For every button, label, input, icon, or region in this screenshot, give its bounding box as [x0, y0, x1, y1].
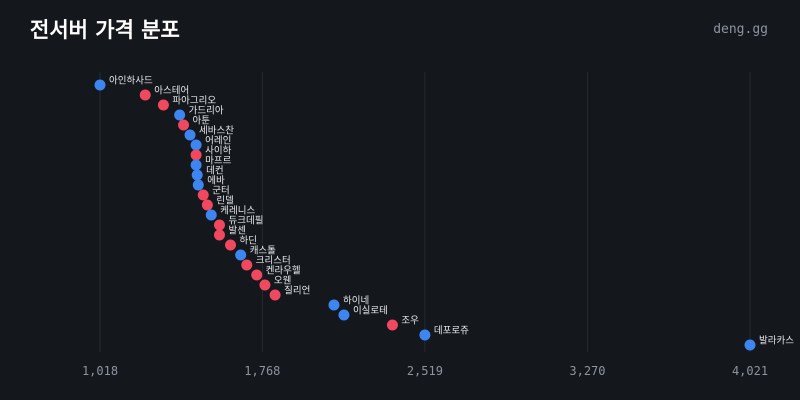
point-label: 듀크데필	[228, 215, 263, 227]
data-point[interactable]: 오웬	[259, 276, 291, 291]
point-label: 캐스톨	[250, 246, 276, 257]
point-marker[interactable]	[251, 269, 263, 281]
point-label: 사이하	[205, 145, 231, 157]
data-point[interactable]: 하이네	[328, 295, 369, 311]
point-marker[interactable]	[269, 289, 281, 301]
brand-label: deng.gg	[713, 22, 768, 37]
data-point[interactable]: 아스테어	[139, 86, 189, 101]
point-label: 켄라우헬	[266, 266, 301, 277]
point-marker[interactable]	[157, 99, 169, 111]
data-point[interactable]: 마프르	[190, 156, 232, 171]
data-point[interactable]: 린델	[201, 195, 234, 211]
point-label: 린델	[216, 195, 234, 207]
point-marker[interactable]	[184, 129, 196, 141]
point-label: 발센	[228, 226, 245, 237]
x-axis-ticks: 1,018 1,768 2,519 3,270 4,021	[82, 364, 768, 378]
point-marker[interactable]	[225, 239, 237, 251]
point-marker[interactable]	[94, 79, 106, 91]
point-label: 케레니스	[220, 206, 255, 217]
point-label: 어레인	[205, 136, 231, 147]
data-point[interactable]: 사이하	[190, 145, 232, 161]
x-tick-label: 4,021	[732, 364, 768, 378]
data-point[interactable]: 켄라우헬	[251, 266, 301, 281]
data-point[interactable]: 발센	[213, 226, 246, 241]
grid-layer	[99, 72, 751, 352]
data-point[interactable]: 군터	[197, 186, 230, 201]
data-point[interactable]: 가드리아	[174, 106, 224, 121]
data-point[interactable]: 어레인	[190, 136, 232, 151]
point-marker[interactable]	[259, 279, 271, 291]
data-point[interactable]: 크리스터	[241, 256, 291, 271]
point-marker[interactable]	[197, 189, 209, 201]
point-marker[interactable]	[744, 339, 756, 351]
data-point[interactable]: 데컨	[191, 166, 224, 181]
point-label: 아인하사드	[109, 75, 153, 87]
data-point[interactable]: 하딘	[225, 235, 257, 251]
point-label: 세바스찬	[199, 126, 234, 137]
point-marker[interactable]	[386, 319, 398, 331]
data-point[interactable]: 이실로테	[338, 306, 388, 321]
point-label: 발라카스	[759, 336, 794, 347]
point-marker[interactable]	[419, 329, 431, 341]
x-tick-label: 2,519	[407, 364, 443, 378]
point-label: 에바	[207, 176, 225, 187]
data-point[interactable]: 세바스찬	[184, 126, 235, 141]
point-label: 파아그리오	[172, 96, 216, 107]
point-label: 데포로쥬	[434, 326, 469, 337]
x-tick-label: 1,768	[244, 364, 280, 378]
data-point[interactable]: 아인하사드	[94, 75, 153, 91]
point-label: 아툰	[193, 116, 211, 127]
x-tick-label: 1,018	[82, 364, 118, 378]
data-point[interactable]: 케레니스	[205, 206, 256, 221]
point-marker[interactable]	[192, 179, 204, 191]
chart-title: 전서버 가격 분포	[30, 18, 180, 42]
point-marker[interactable]	[191, 169, 203, 181]
data-point[interactable]: 파아그리오	[157, 96, 216, 111]
point-label: 오웬	[274, 276, 291, 287]
point-label: 질리언	[284, 285, 310, 297]
point-marker[interactable]	[201, 199, 213, 211]
data-point[interactable]: 듀크데필	[213, 215, 263, 231]
point-marker[interactable]	[178, 119, 190, 131]
point-marker[interactable]	[190, 139, 202, 151]
point-label: 아스테어	[154, 86, 189, 97]
point-marker[interactable]	[190, 149, 202, 161]
point-label: 데컨	[206, 166, 223, 177]
point-marker[interactable]	[213, 229, 225, 241]
point-label: 가드리아	[189, 106, 224, 117]
data-point[interactable]: 데포로쥬	[419, 326, 469, 341]
point-label: 군터	[212, 186, 229, 197]
data-point[interactable]: 에바	[192, 176, 225, 191]
data-point[interactable]: 발라카스	[744, 336, 795, 351]
point-label: 크리스터	[256, 256, 291, 267]
point-marker[interactable]	[174, 109, 186, 121]
point-label: 마프르	[205, 156, 231, 167]
point-marker[interactable]	[213, 219, 225, 231]
data-point[interactable]: 질리언	[269, 285, 311, 301]
point-marker[interactable]	[338, 309, 350, 321]
data-point[interactable]: 캐스톨	[235, 246, 276, 261]
point-marker[interactable]	[328, 299, 340, 311]
point-label: 조우	[401, 316, 419, 327]
point-marker[interactable]	[235, 249, 247, 261]
data-point[interactable]: 조우	[386, 316, 419, 331]
point-marker[interactable]	[190, 159, 202, 171]
x-tick-label: 3,270	[569, 364, 605, 378]
point-label: 이실로테	[353, 306, 388, 317]
points-layer: 아인하사드아스테어파아그리오가드리아아툰세바스찬어레인사이하마프르데컨에바군터린…	[94, 75, 795, 351]
point-label: 하딘	[240, 235, 257, 247]
data-point[interactable]: 아툰	[178, 116, 210, 131]
point-marker[interactable]	[241, 259, 253, 271]
point-label: 하이네	[343, 295, 369, 307]
point-marker[interactable]	[205, 209, 217, 221]
point-marker[interactable]	[139, 89, 151, 101]
